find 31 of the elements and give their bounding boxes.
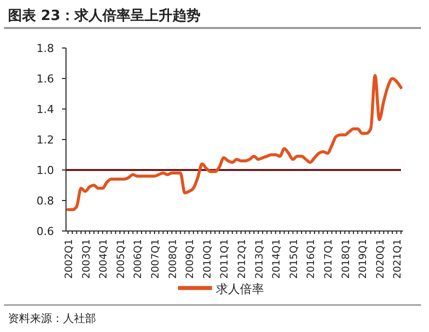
chart-title: 图表 23：求人倍率呈上升趋势 <box>8 7 200 24</box>
x-tick-label: 2006Q1 <box>133 239 144 279</box>
y-tick-label: 1.2 <box>36 134 54 146</box>
x-tick-label: 2018Q1 <box>340 239 352 279</box>
y-tick-label: 1.8 <box>36 42 54 55</box>
x-tick-label: 2017Q1 <box>323 239 334 279</box>
text: 资料来源：人社部 <box>8 312 96 325</box>
x-tick-label: 2020Q1 <box>375 239 386 279</box>
y-tick-label: 0.8 <box>36 194 54 208</box>
x-tick-label: 2012Q1 <box>236 239 248 279</box>
y-tick-label: 1.0 <box>36 164 54 177</box>
line-series <box>66 74 402 212</box>
x-tick-label: 2021Q1 <box>392 239 404 279</box>
x-tick-label: 2002Q1 <box>64 239 75 279</box>
x-tick-label: 2008Q1 <box>168 239 179 279</box>
y-tick-label: 1.6 <box>36 72 54 86</box>
legend-label: 求人倍率 <box>216 282 264 296</box>
x-tick-label: 2003Q1 <box>81 239 92 279</box>
x-tick-label: 2011Q1 <box>220 239 231 279</box>
x-tick-label: 2014Q1 <box>272 239 283 279</box>
x-tick-label: 2010Q1 <box>202 239 214 279</box>
y-tick-label: 1.4 <box>36 103 54 116</box>
x-tick-label: 2016Q1 <box>306 239 318 279</box>
x-tick-label: 2009Q1 <box>185 239 196 279</box>
x-tick-label: 2019Q1 <box>358 239 370 279</box>
x-tick-label: 2007Q1 <box>150 239 162 279</box>
x-tick-label: 2013Q1 <box>254 239 266 279</box>
x-tick-label: 2015Q1 <box>288 239 300 279</box>
y-tick-label: 0.6 <box>36 225 54 238</box>
x-tick-label: 2005Q1 <box>116 239 127 279</box>
x-tick-label: 2004Q1 <box>98 239 110 279</box>
